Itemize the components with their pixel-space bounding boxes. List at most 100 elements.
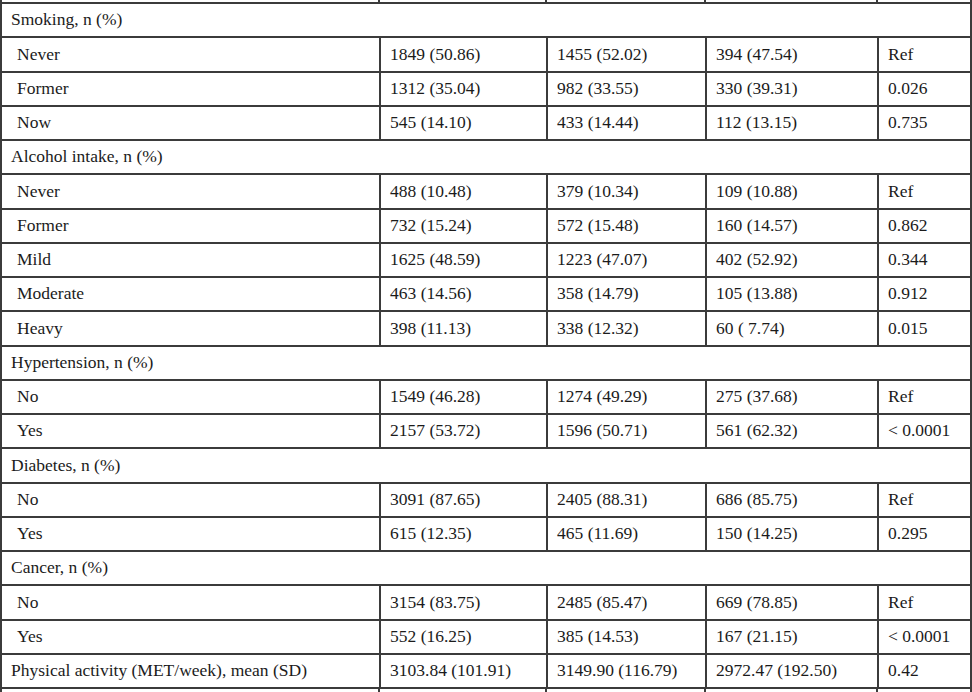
p-value-cell: Ref bbox=[878, 483, 972, 517]
section-header: Diabetes, n (%) bbox=[1, 448, 972, 482]
p-value-cell: 0.295 bbox=[878, 517, 972, 551]
table-row: Former 732 (15.24) 572 (15.48) 160 (14.5… bbox=[1, 209, 972, 243]
value-cell: 3154 (83.75) bbox=[380, 585, 547, 619]
value-cell: 545 (14.10) bbox=[380, 106, 547, 140]
value-cell: 402 (52.92) bbox=[706, 243, 878, 277]
p-value-cell: 0.862 bbox=[878, 209, 972, 243]
table-row: Yes 552 (16.25) 385 (14.53) 167 (21.15) … bbox=[1, 620, 972, 654]
value-cell: 1274 (49.29) bbox=[547, 380, 706, 414]
value-cell: 1849 (50.86) bbox=[380, 37, 547, 71]
section-row-diabetes: Diabetes, n (%) bbox=[1, 448, 972, 482]
value-cell: 982 (33.55) bbox=[547, 72, 706, 106]
table-row: Moderate 463 (14.56) 358 (14.79) 105 (13… bbox=[1, 277, 972, 311]
p-value-cell: 0.015 bbox=[878, 311, 972, 345]
p-value-cell: 0.912 bbox=[878, 277, 972, 311]
value-cell: 433 (14.44) bbox=[547, 106, 706, 140]
value-cell: 1223 (47.07) bbox=[547, 243, 706, 277]
value-cell: 358 (14.79) bbox=[547, 277, 706, 311]
section-row-smoking: Smoking, n (%) bbox=[1, 3, 972, 37]
value-cell: 167 (21.15) bbox=[706, 620, 878, 654]
value-cell: 112 (13.15) bbox=[706, 106, 878, 140]
table-row: Mild 1625 (48.59) 1223 (47.07) 402 (52.9… bbox=[1, 243, 972, 277]
cropped-row-divider-tick bbox=[545, 0, 547, 3]
row-label-cell: Yes bbox=[1, 620, 380, 654]
p-value-cell: Ref bbox=[878, 174, 972, 208]
value-cell: 669 (78.85) bbox=[706, 585, 878, 619]
table-row-physical-activity: Physical activity (MET/week), mean (SD) … bbox=[1, 654, 972, 688]
row-label-cell: Moderate bbox=[1, 277, 380, 311]
value-cell: 105 (13.88) bbox=[706, 277, 878, 311]
row-label-cell: Former bbox=[1, 209, 380, 243]
table-row: No 3091 (87.65) 2405 (88.31) 686 (85.75)… bbox=[1, 483, 972, 517]
value-cell: 1549 (46.28) bbox=[380, 380, 547, 414]
section-row-hypertension: Hypertension, n (%) bbox=[1, 346, 972, 380]
row-label-cell: Now bbox=[1, 106, 380, 140]
value-cell: 552 (16.25) bbox=[380, 620, 547, 654]
p-value-cell: 0.735 bbox=[878, 106, 972, 140]
table-row: Yes 2157 (53.72) 1596 (50.71) 561 (62.32… bbox=[1, 414, 972, 448]
value-cell: 465 (11.69) bbox=[547, 517, 706, 551]
row-label-cell: Yes bbox=[1, 414, 380, 448]
value-cell: 3149.90 (116.79) bbox=[547, 654, 706, 688]
table-row: No 1549 (46.28) 1274 (49.29) 275 (37.68)… bbox=[1, 380, 972, 414]
row-label-cell: No bbox=[1, 380, 380, 414]
cropped-row-divider-tick bbox=[378, 0, 380, 3]
section-header: Cancer, n (%) bbox=[1, 551, 972, 585]
value-cell: 2405 (88.31) bbox=[547, 483, 706, 517]
table-row: Never 488 (10.48) 379 (10.34) 109 (10.88… bbox=[1, 174, 972, 208]
row-label-cell: Mild bbox=[1, 243, 380, 277]
section-header: Smoking, n (%) bbox=[1, 3, 972, 37]
value-cell: 686 (85.75) bbox=[706, 483, 878, 517]
cropped-row-divider-tick bbox=[876, 0, 878, 3]
p-value-cell: Ref bbox=[878, 37, 972, 71]
value-cell: 2485 (85.47) bbox=[547, 585, 706, 619]
value-cell: 398 (11.13) bbox=[380, 311, 547, 345]
row-label-cell: Former bbox=[1, 72, 380, 106]
value-cell: 463 (14.56) bbox=[380, 277, 547, 311]
value-cell: 60 ( 7.74) bbox=[706, 311, 878, 345]
table-row: Heavy 398 (11.13) 338 (12.32) 60 ( 7.74)… bbox=[1, 311, 972, 345]
p-value-cell: < 0.0001 bbox=[878, 414, 972, 448]
p-value-cell: 0.026 bbox=[878, 72, 972, 106]
value-cell: 561 (62.32) bbox=[706, 414, 878, 448]
value-cell: 385 (14.53) bbox=[547, 620, 706, 654]
row-label-cell: Never bbox=[1, 37, 380, 71]
table-row: Yes 615 (12.35) 465 (11.69) 150 (14.25) … bbox=[1, 517, 972, 551]
baseline-characteristics-table: Smoking, n (%) Never 1849 (50.86) 1455 (… bbox=[0, 2, 972, 689]
value-cell: 732 (15.24) bbox=[380, 209, 547, 243]
table-row: No 3154 (83.75) 2485 (85.47) 669 (78.85)… bbox=[1, 585, 972, 619]
value-cell: 109 (10.88) bbox=[706, 174, 878, 208]
cropped-row-divider-tick bbox=[704, 0, 706, 3]
row-label-cell: Physical activity (MET/week), mean (SD) bbox=[1, 654, 380, 688]
row-label-cell: Heavy bbox=[1, 311, 380, 345]
value-cell: 275 (37.68) bbox=[706, 380, 878, 414]
section-header: Alcohol intake, n (%) bbox=[1, 140, 972, 174]
p-value-cell: < 0.0001 bbox=[878, 620, 972, 654]
value-cell: 338 (12.32) bbox=[547, 311, 706, 345]
section-row-cancer: Cancer, n (%) bbox=[1, 551, 972, 585]
p-value-cell: 0.344 bbox=[878, 243, 972, 277]
value-cell: 1455 (52.02) bbox=[547, 37, 706, 71]
value-cell: 379 (10.34) bbox=[547, 174, 706, 208]
table-row: Never 1849 (50.86) 1455 (52.02) 394 (47.… bbox=[1, 37, 972, 71]
row-label-cell: No bbox=[1, 585, 380, 619]
value-cell: 615 (12.35) bbox=[380, 517, 547, 551]
row-label-cell: Never bbox=[1, 174, 380, 208]
row-label-cell: No bbox=[1, 483, 380, 517]
value-cell: 394 (47.54) bbox=[706, 37, 878, 71]
p-value-cell: Ref bbox=[878, 380, 972, 414]
value-cell: 3091 (87.65) bbox=[380, 483, 547, 517]
value-cell: 3103.84 (101.91) bbox=[380, 654, 547, 688]
value-cell: 330 (39.31) bbox=[706, 72, 878, 106]
value-cell: 1625 (48.59) bbox=[380, 243, 547, 277]
p-value-cell: 0.42 bbox=[878, 654, 972, 688]
value-cell: 2972.47 (192.50) bbox=[706, 654, 878, 688]
value-cell: 160 (14.57) bbox=[706, 209, 878, 243]
section-header: Hypertension, n (%) bbox=[1, 346, 972, 380]
value-cell: 2157 (53.72) bbox=[380, 414, 547, 448]
value-cell: 488 (10.48) bbox=[380, 174, 547, 208]
p-value-cell: Ref bbox=[878, 585, 972, 619]
value-cell: 1596 (50.71) bbox=[547, 414, 706, 448]
value-cell: 572 (15.48) bbox=[547, 209, 706, 243]
value-cell: 1312 (35.04) bbox=[380, 72, 547, 106]
